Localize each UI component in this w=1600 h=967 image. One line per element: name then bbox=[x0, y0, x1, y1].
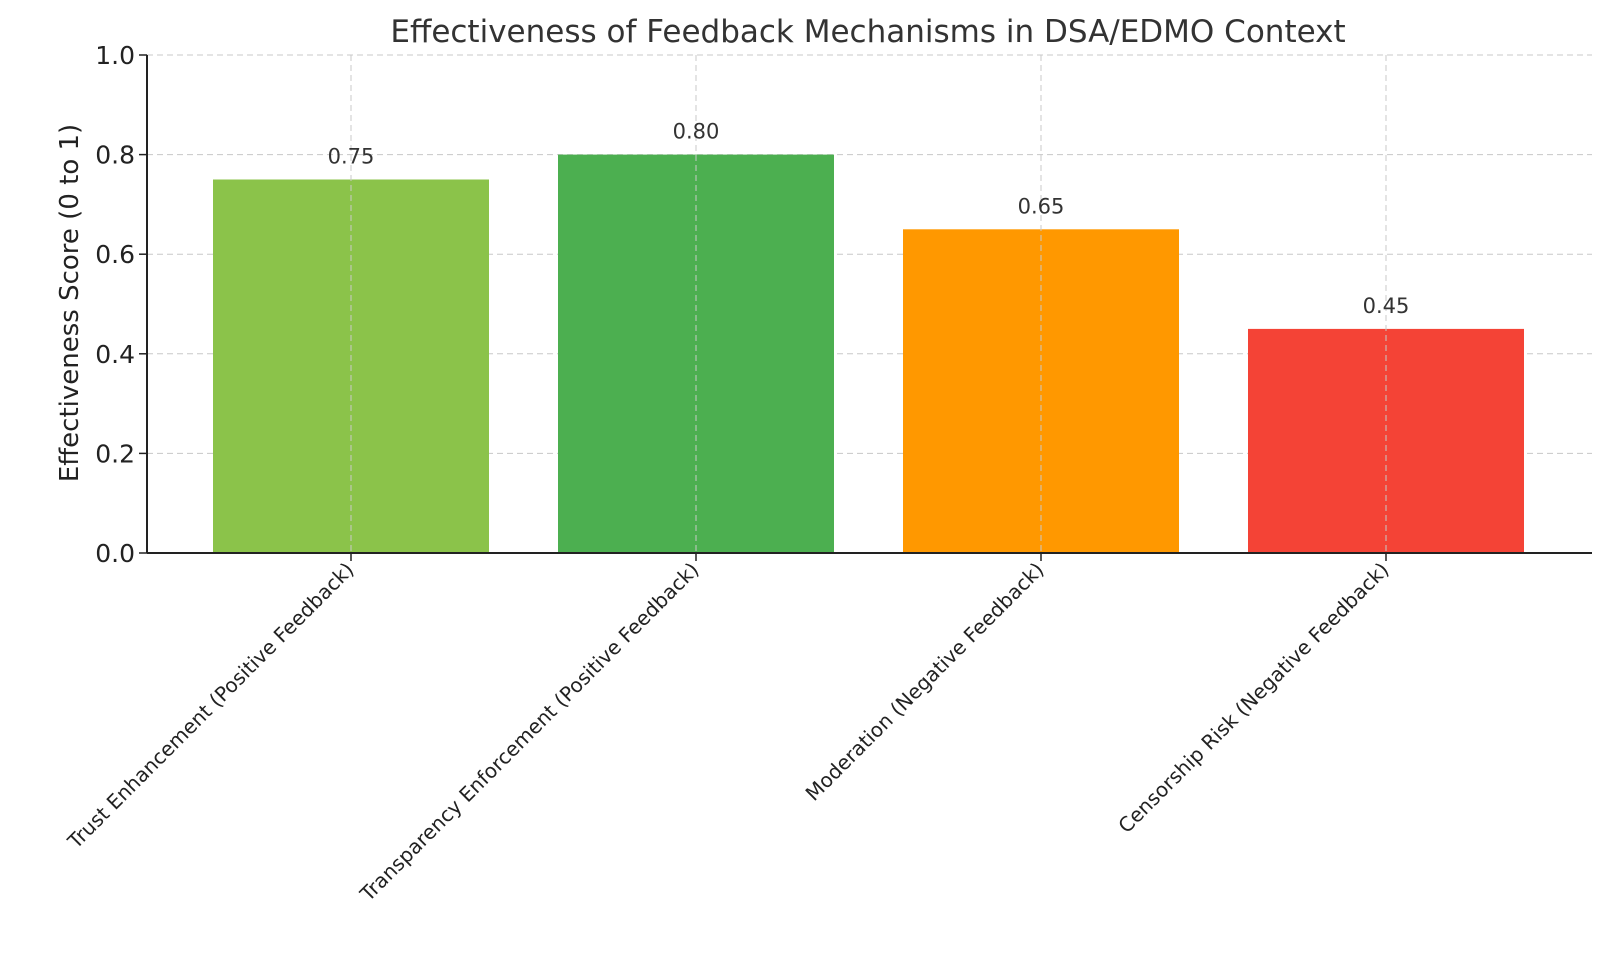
x-tick-label: Transparency Enforcement (Positive Feedb… bbox=[355, 558, 704, 907]
value-label: 0.65 bbox=[1018, 194, 1065, 218]
value-label: 0.45 bbox=[1363, 294, 1410, 318]
x-grid bbox=[350, 55, 1387, 553]
value-labels: 0.75 0.80 0.65 0.45 bbox=[328, 120, 1410, 318]
y-axis-label: Effectiveness Score (0 to 1) bbox=[55, 124, 85, 482]
y-tick-label: 1.0 bbox=[95, 41, 135, 70]
y-tick-labels: 0.0 0.2 0.4 0.6 0.8 1.0 bbox=[95, 41, 135, 568]
y-tick-label: 0.2 bbox=[95, 439, 135, 468]
y-tick-label: 0.8 bbox=[95, 141, 135, 170]
bar bbox=[558, 154, 834, 553]
value-label: 0.75 bbox=[328, 145, 375, 169]
x-tick-labels: Trust Enhancement (Positive Feedback)Tra… bbox=[62, 558, 1393, 907]
y-tick-label: 0.0 bbox=[95, 539, 135, 568]
x-tick-label: Censorship Risk (Negative Feedback) bbox=[1113, 558, 1393, 838]
chart-title: Effectiveness of Feedback Mechanisms in … bbox=[390, 14, 1345, 50]
y-tick-label: 0.6 bbox=[95, 240, 135, 269]
y-tick-label: 0.4 bbox=[95, 340, 135, 369]
x-tick-label: Moderation (Negative Feedback) bbox=[801, 558, 1049, 806]
axes bbox=[139, 54, 1592, 561]
x-tick-label: Trust Enhancement (Positive Feedback) bbox=[62, 558, 358, 854]
value-label: 0.80 bbox=[673, 120, 720, 144]
